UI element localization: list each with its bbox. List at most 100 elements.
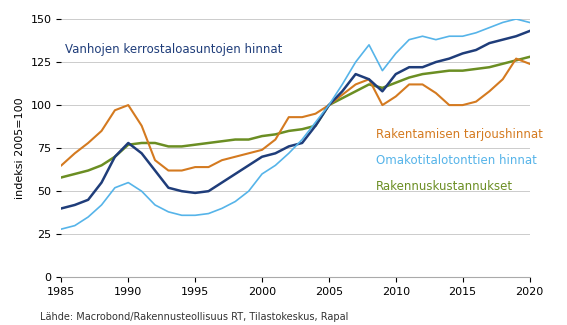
Vanhojen kerrostaloasuntojen hinnat bbox=[179, 189, 185, 193]
Rakentamisen tarjoushinnat bbox=[112, 108, 119, 112]
Vanhojen kerrostaloasuntojen hinnat bbox=[259, 155, 265, 159]
Vanhojen kerrostaloasuntojen hinnat bbox=[218, 181, 225, 185]
Omakotitalotonttien hinnat bbox=[71, 224, 78, 228]
Vanhojen kerrostaloasuntojen hinnat bbox=[312, 124, 319, 128]
Rakentamisen tarjoushinnat bbox=[459, 103, 466, 107]
Vanhojen kerrostaloasuntojen hinnat bbox=[406, 65, 413, 69]
Vanhojen kerrostaloasuntojen hinnat bbox=[352, 72, 359, 76]
Omakotitalotonttien hinnat bbox=[392, 51, 399, 55]
Omakotitalotonttien hinnat bbox=[165, 210, 172, 214]
Omakotitalotonttien hinnat bbox=[459, 34, 466, 38]
Rakentamisen tarjoushinnat bbox=[218, 158, 225, 162]
Rakennuskustannukset bbox=[272, 132, 279, 136]
Rakennuskustannukset bbox=[379, 86, 386, 90]
Omakotitalotonttien hinnat bbox=[419, 34, 426, 38]
Omakotitalotonttien hinnat bbox=[379, 69, 386, 72]
Omakotitalotonttien hinnat bbox=[179, 213, 185, 217]
Omakotitalotonttien hinnat bbox=[473, 31, 480, 35]
Rakentamisen tarjoushinnat bbox=[98, 129, 105, 133]
Vanhojen kerrostaloasuntojen hinnat bbox=[205, 189, 212, 193]
Omakotitalotonttien hinnat bbox=[446, 34, 452, 38]
Vanhojen kerrostaloasuntojen hinnat bbox=[299, 141, 306, 145]
Omakotitalotonttien hinnat bbox=[312, 120, 319, 124]
Vanhojen kerrostaloasuntojen hinnat bbox=[339, 89, 346, 93]
Vanhojen kerrostaloasuntojen hinnat bbox=[486, 41, 493, 45]
Omakotitalotonttien hinnat bbox=[218, 206, 225, 210]
Omakotitalotonttien hinnat bbox=[232, 200, 239, 203]
Vanhojen kerrostaloasuntojen hinnat bbox=[419, 65, 426, 69]
Omakotitalotonttien hinnat bbox=[205, 212, 212, 215]
Omakotitalotonttien hinnat bbox=[366, 43, 373, 47]
Rakennuskustannukset bbox=[125, 143, 132, 147]
Omakotitalotonttien hinnat bbox=[192, 213, 198, 217]
Rakentamisen tarjoushinnat bbox=[366, 77, 373, 81]
Rakennuskustannukset bbox=[473, 67, 480, 71]
Omakotitalotonttien hinnat bbox=[125, 181, 132, 185]
Rakennuskustannukset bbox=[71, 172, 78, 176]
Vanhojen kerrostaloasuntojen hinnat bbox=[325, 103, 332, 107]
Rakennuskustannukset bbox=[446, 69, 452, 72]
Rakennuskustannukset bbox=[419, 72, 426, 76]
Rakentamisen tarjoushinnat bbox=[138, 124, 145, 128]
Rakentamisen tarjoushinnat bbox=[526, 62, 533, 66]
Omakotitalotonttien hinnat bbox=[151, 203, 158, 207]
Rakentamisen tarjoushinnat bbox=[352, 83, 359, 86]
Rakennuskustannukset bbox=[138, 141, 145, 145]
Omakotitalotonttien hinnat bbox=[84, 215, 91, 219]
Rakennuskustannukset bbox=[500, 62, 506, 66]
Omakotitalotonttien hinnat bbox=[58, 227, 65, 231]
Omakotitalotonttien hinnat bbox=[246, 189, 252, 193]
Text: Lähde: Macrobond/Rakennusteollisuus RT, Tilastokeskus, Rapal: Lähde: Macrobond/Rakennusteollisuus RT, … bbox=[40, 312, 348, 322]
Rakennuskustannukset bbox=[58, 176, 65, 179]
Rakennuskustannukset bbox=[406, 76, 413, 80]
Omakotitalotonttien hinnat bbox=[259, 172, 265, 176]
Rakennuskustannukset bbox=[98, 163, 105, 167]
Omakotitalotonttien hinnat bbox=[406, 38, 413, 42]
Rakennuskustannukset bbox=[232, 137, 239, 141]
Vanhojen kerrostaloasuntojen hinnat bbox=[285, 145, 292, 149]
Vanhojen kerrostaloasuntojen hinnat bbox=[165, 186, 172, 190]
Vanhojen kerrostaloasuntojen hinnat bbox=[526, 29, 533, 33]
Omakotitalotonttien hinnat bbox=[433, 38, 439, 42]
Rakennuskustannukset bbox=[352, 89, 359, 93]
Rakennuskustannukset bbox=[246, 137, 252, 141]
Rakentamisen tarjoushinnat bbox=[473, 100, 480, 104]
Rakennuskustannukset bbox=[325, 103, 332, 107]
Vanhojen kerrostaloasuntojen hinnat bbox=[379, 89, 386, 93]
Rakennuskustannukset bbox=[433, 71, 439, 74]
Rakentamisen tarjoushinnat bbox=[486, 89, 493, 93]
Line: Omakotitalotonttien hinnat: Omakotitalotonttien hinnat bbox=[61, 19, 530, 229]
Rakentamisen tarjoushinnat bbox=[84, 141, 91, 145]
Rakentamisen tarjoushinnat bbox=[165, 169, 172, 173]
Text: Rakentamisen tarjoushinnat: Rakentamisen tarjoushinnat bbox=[376, 128, 543, 141]
Rakentamisen tarjoushinnat bbox=[192, 165, 198, 169]
Rakennuskustannukset bbox=[459, 69, 466, 72]
Rakentamisen tarjoushinnat bbox=[246, 151, 252, 155]
Rakentamisen tarjoushinnat bbox=[179, 169, 185, 173]
Line: Vanhojen kerrostaloasuntojen hinnat: Vanhojen kerrostaloasuntojen hinnat bbox=[61, 31, 530, 208]
Vanhojen kerrostaloasuntojen hinnat bbox=[433, 60, 439, 64]
Rakentamisen tarjoushinnat bbox=[325, 103, 332, 107]
Vanhojen kerrostaloasuntojen hinnat bbox=[192, 191, 198, 195]
Rakentamisen tarjoushinnat bbox=[446, 103, 452, 107]
Omakotitalotonttien hinnat bbox=[138, 189, 145, 193]
Vanhojen kerrostaloasuntojen hinnat bbox=[392, 72, 399, 76]
Line: Rakennuskustannukset: Rakennuskustannukset bbox=[61, 57, 530, 177]
Vanhojen kerrostaloasuntojen hinnat bbox=[125, 141, 132, 145]
Vanhojen kerrostaloasuntojen hinnat bbox=[366, 77, 373, 81]
Rakentamisen tarjoushinnat bbox=[339, 93, 346, 97]
Rakennuskustannukset bbox=[259, 134, 265, 138]
Rakennuskustannukset bbox=[312, 124, 319, 128]
Omakotitalotonttien hinnat bbox=[513, 17, 519, 21]
Vanhojen kerrostaloasuntojen hinnat bbox=[151, 169, 158, 173]
Vanhojen kerrostaloasuntojen hinnat bbox=[473, 48, 480, 52]
Vanhojen kerrostaloasuntojen hinnat bbox=[446, 57, 452, 60]
Rakentamisen tarjoushinnat bbox=[312, 112, 319, 116]
Rakennuskustannukset bbox=[526, 55, 533, 59]
Rakennuskustannukset bbox=[218, 139, 225, 143]
Text: Vanhojen kerrostaloasuntojen hinnat: Vanhojen kerrostaloasuntojen hinnat bbox=[65, 44, 283, 57]
Rakennuskustannukset bbox=[165, 145, 172, 149]
Rakentamisen tarjoushinnat bbox=[500, 77, 506, 81]
Omakotitalotonttien hinnat bbox=[500, 20, 506, 24]
Rakennuskustannukset bbox=[366, 83, 373, 86]
